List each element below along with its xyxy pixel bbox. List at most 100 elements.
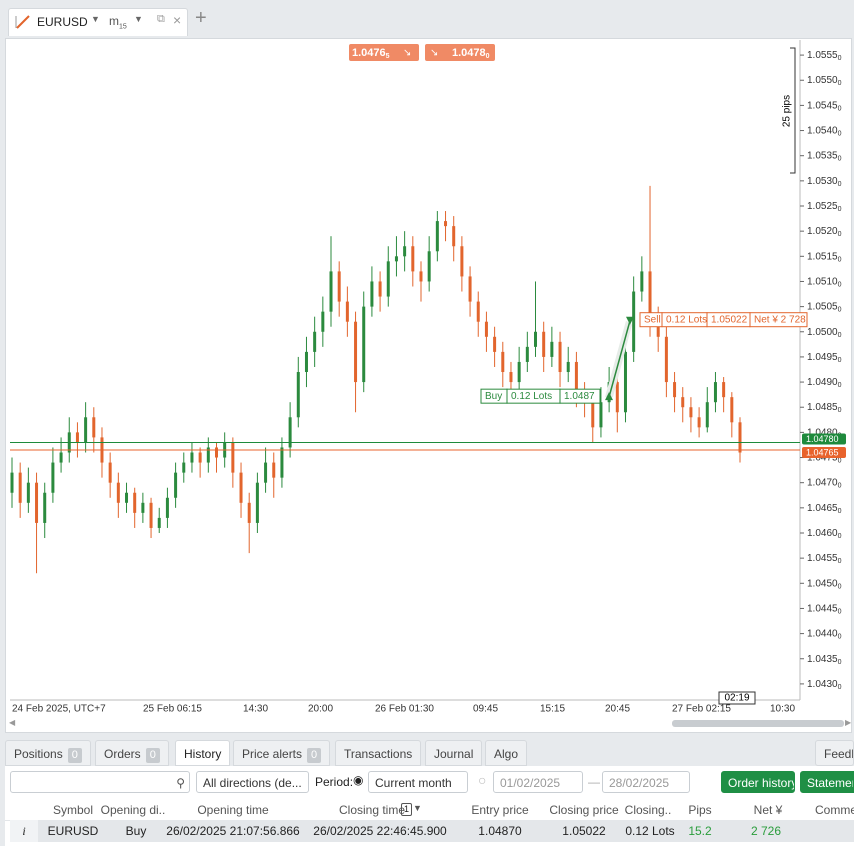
- chart: ◀ ▶ 25 pips 1.04765 ↘ ↘ 1.04780 1.055501…: [9, 40, 852, 727]
- tick-pip: 0: [838, 181, 842, 188]
- candle-body: [149, 502, 153, 528]
- column-header[interactable]: Comment: [815, 803, 854, 817]
- sell-label-cell: [749, 312, 808, 328]
- radio[interactable]: ○: [478, 772, 487, 788]
- column-header[interactable]: Entry price: [471, 803, 529, 817]
- candle-body: [386, 261, 390, 297]
- column-header[interactable]: Closing price: [549, 803, 619, 817]
- search[interactable]: ⚲: [10, 771, 190, 793]
- tab[interactable]: Price alerts 0: [233, 740, 331, 766]
- from-date[interactable]: 01/02/2025: [493, 771, 583, 793]
- candle-body: [550, 341, 554, 357]
- y-tick-label: 1.05100: [807, 276, 842, 288]
- candle-body: [705, 402, 709, 428]
- column-header[interactable]: Opening di..: [100, 803, 166, 817]
- candle-body: [362, 306, 366, 383]
- column-header[interactable]: Closing time: [338, 803, 406, 817]
- tab[interactable]: Orders 0: [95, 740, 169, 766]
- period-select[interactable]: Current month: [368, 771, 468, 793]
- tab[interactable]: History: [175, 740, 231, 766]
- timeframe-value: 15: [119, 23, 127, 31]
- period: Current month: [375, 776, 452, 790]
- popout[interactable]: ⧉: [157, 13, 165, 25]
- tick-pip: 0: [838, 583, 842, 590]
- tick-main: 1.0550: [807, 75, 838, 86]
- scroll-left[interactable]: ◀: [9, 718, 16, 727]
- tick-pip: 0: [838, 508, 842, 515]
- candle-body: [190, 452, 194, 463]
- y-tick-label: 1.04950: [807, 352, 842, 364]
- x-tick-label: 24 Feb 2025, UTC+7: [12, 704, 106, 715]
- column-header[interactable]: Opening time: [197, 803, 269, 817]
- tick-main: 1.0525: [807, 201, 838, 212]
- candle-body: [501, 351, 505, 373]
- candle-body: [206, 447, 210, 463]
- order-history-button[interactable]: Order history: [721, 771, 795, 793]
- svg-text:1.04780: 1.04780: [452, 47, 490, 60]
- svg-text:↘: ↘: [403, 48, 411, 59]
- y-tick-label: 1.04350: [807, 653, 842, 665]
- countdown-box: [718, 691, 756, 705]
- direction-select[interactable]: All directions (de...: [196, 771, 309, 793]
- tab-count: 0: [307, 748, 322, 763]
- dropdown[interactable]: ▼: [91, 14, 100, 24]
- dropdown[interactable]: ▼: [134, 14, 143, 24]
- tick-pip: 0: [838, 382, 842, 389]
- candle-body: [116, 482, 120, 503]
- scroll-right[interactable]: ▶: [845, 718, 852, 727]
- tick-main: 1.0485: [807, 402, 838, 413]
- column-header[interactable]: Closing..: [624, 803, 672, 817]
- tab[interactable]: Transactions: [335, 740, 422, 766]
- tick-main: 1.0440: [807, 628, 838, 639]
- candle-body: [640, 271, 644, 292]
- candle-body: [84, 417, 88, 443]
- column-header[interactable]: Symbol: [52, 803, 94, 817]
- candle-body: [370, 281, 374, 307]
- candle-body: [738, 422, 742, 453]
- candle-body: [133, 492, 137, 513]
- feedback[interactable]: Feedback: [815, 740, 854, 766]
- tick-pip: 0: [838, 281, 842, 288]
- candle-body: [623, 351, 627, 413]
- quote-main: 1.0476: [352, 47, 386, 59]
- x-tick-label: 27 Feb 02:15: [672, 704, 731, 715]
- table-row[interactable]: [10, 820, 854, 842]
- y-tick-label: 1.05250: [807, 201, 842, 213]
- column-header[interactable]: Pips: [688, 803, 712, 817]
- cell: 26/02/2025 22:46:45.900: [313, 824, 447, 838]
- candle-body: [51, 462, 55, 493]
- timeframe[interactable]: m15: [109, 14, 127, 30]
- ask-quote[interactable]: ↘ 1.04780: [425, 44, 495, 61]
- tab[interactable]: Algo: [485, 740, 528, 766]
- candle-body: [419, 271, 423, 282]
- info[interactable]: i: [22, 824, 26, 838]
- countdown: 02:19: [724, 693, 749, 704]
- column-header[interactable]: Net ¥: [753, 803, 783, 817]
- info-cell[interactable]: [10, 820, 38, 842]
- tick-pip: 0: [838, 633, 842, 640]
- symbol-tab[interactable]: EURUSD ▼ m15 ▼ ⧉ ×: [8, 8, 188, 36]
- candle-body: [713, 382, 717, 403]
- dash: —: [588, 775, 600, 789]
- candle-body: [460, 246, 464, 277]
- tab[interactable]: Positions 0: [5, 740, 91, 766]
- tick-pip: 0: [838, 357, 842, 364]
- to-date[interactable]: 28/02/2025: [602, 771, 690, 793]
- close[interactable]: ×: [173, 12, 182, 28]
- add-tab[interactable]: +: [195, 7, 207, 29]
- candle-body: [198, 452, 202, 463]
- radio[interactable]: ◉: [353, 773, 364, 787]
- bid-quote[interactable]: 1.04765 ↘: [349, 44, 419, 61]
- statement-button[interactable]: Statement: [800, 771, 854, 793]
- sort-arrow[interactable]: ▼: [413, 803, 422, 813]
- tick-main: 1.0530: [807, 175, 838, 186]
- tab[interactable]: Journal: [425, 740, 483, 766]
- tab-count: 0: [67, 748, 82, 763]
- tick-pip: 0: [838, 256, 842, 263]
- candle-body: [157, 517, 161, 528]
- x-tick-label: 20:00: [308, 704, 333, 715]
- tick-pip: 0: [838, 156, 842, 163]
- cell: 15.2: [688, 824, 712, 838]
- scrollbar[interactable]: [672, 720, 844, 727]
- ruler-label: 25 pips: [782, 95, 793, 127]
